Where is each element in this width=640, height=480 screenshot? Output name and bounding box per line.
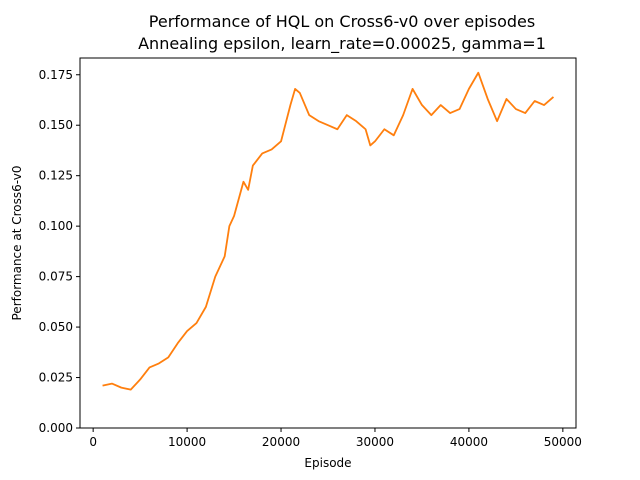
y-tick-label: 0.150 <box>39 118 73 132</box>
x-tick-label: 30000 <box>356 435 394 449</box>
y-axis-label: Performance at Cross6-v0 <box>10 165 24 320</box>
y-tick-label: 0.075 <box>39 270 73 284</box>
x-tick-label: 40000 <box>450 435 488 449</box>
y-axis: 0.000 0.025 0.050 0.075 0.100 0.125 0.150 0.175 <box>39 68 80 435</box>
y-tick-label: 0.125 <box>39 169 73 183</box>
x-axis-label: Episode <box>304 456 351 470</box>
y-tick-label: 0.050 <box>39 320 73 334</box>
y-tick-label: 0.025 <box>39 371 73 385</box>
y-tick-label: 0.000 <box>39 421 73 435</box>
series-line-0 <box>102 71 555 391</box>
axes-frame <box>79 57 577 429</box>
x-tick-label: 50000 <box>544 435 582 449</box>
chart-title: Performance of HQL on Cross6-v0 over epi… <box>149 12 535 31</box>
x-tick-label: 0 <box>89 435 97 449</box>
x-tick-label: 20000 <box>262 435 300 449</box>
plot-area <box>102 71 555 391</box>
y-tick-label: 0.175 <box>39 68 73 82</box>
x-axis: 0 10000 20000 30000 40000 50000 <box>89 428 582 449</box>
y-tick-label: 0.100 <box>39 219 73 233</box>
x-tick-label: 10000 <box>168 435 206 449</box>
chart-subtitle: Annealing epsilon, learn_rate=0.00025, g… <box>138 34 546 54</box>
